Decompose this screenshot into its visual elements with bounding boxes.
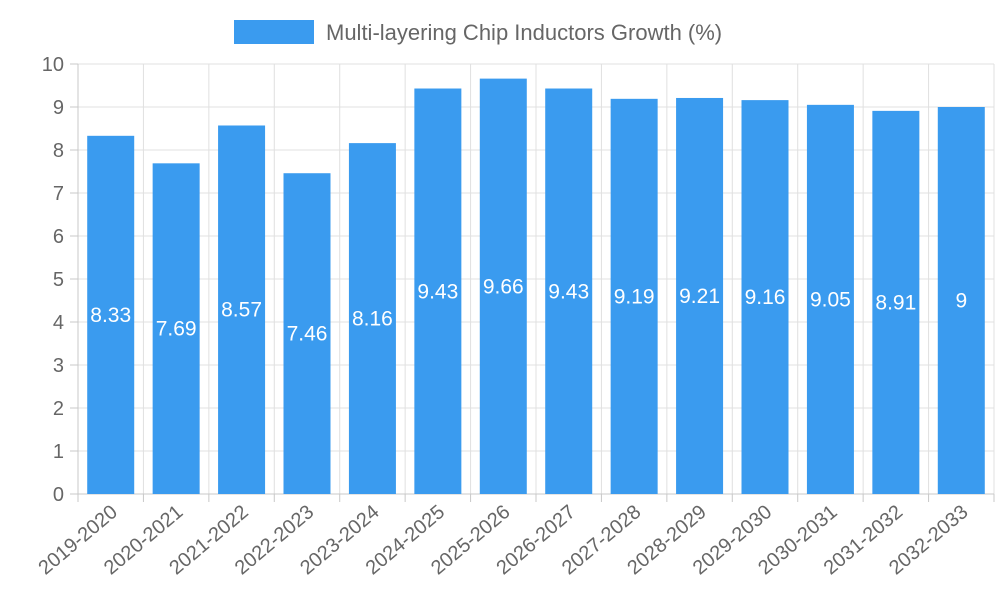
data-label: 8.91 bbox=[875, 291, 916, 314]
data-labels: 8.33 7.69 8.57 7.46 8.16 9.43 9.66 9.43 9.19 9.21… bbox=[90, 275, 967, 345]
y-tick-label: 3 bbox=[53, 355, 64, 377]
bar bbox=[872, 110, 920, 495]
bar bbox=[218, 125, 266, 495]
data-label: 9.05 bbox=[810, 288, 851, 311]
bar bbox=[610, 98, 658, 494]
y-tick-label: 6 bbox=[53, 226, 64, 248]
legend-swatch bbox=[234, 20, 314, 44]
bar bbox=[283, 173, 331, 494]
data-label: 9.16 bbox=[745, 286, 786, 309]
data-label: 9.21 bbox=[679, 285, 720, 308]
y-tick-label: 5 bbox=[53, 269, 64, 291]
bar bbox=[348, 143, 396, 494]
data-label: 9.43 bbox=[417, 280, 458, 303]
data-label: 7.46 bbox=[287, 323, 328, 346]
data-label: 9 bbox=[955, 290, 967, 313]
y-axis-ticks: 0 1 2 3 4 5 6 7 8 9 10 bbox=[42, 54, 78, 506]
bar bbox=[152, 163, 200, 494]
legend-label: Multi-layering Chip Inductors Growth (%) bbox=[326, 20, 722, 45]
data-label: 8.57 bbox=[221, 299, 262, 322]
y-tick-label: 7 bbox=[53, 183, 64, 205]
bar bbox=[806, 104, 854, 494]
bar bbox=[676, 97, 724, 494]
bar bbox=[741, 100, 789, 495]
data-label: 8.33 bbox=[90, 304, 131, 327]
y-tick-label: 1 bbox=[53, 441, 64, 463]
y-tick-label: 8 bbox=[53, 140, 64, 162]
bar bbox=[87, 135, 135, 494]
bar bbox=[414, 88, 462, 494]
data-label: 9.66 bbox=[483, 275, 524, 298]
bar bbox=[479, 78, 527, 495]
y-tick-label: 2 bbox=[53, 398, 64, 420]
x-axis-ticks: 2019-20202020-20212021-20222022-20232023… bbox=[35, 494, 995, 579]
data-label: 9.43 bbox=[548, 280, 589, 303]
bars bbox=[87, 78, 985, 495]
gridlines bbox=[77, 63, 995, 495]
y-tick-label: 4 bbox=[53, 312, 64, 334]
y-tick-label: 10 bbox=[42, 54, 64, 76]
y-tick-label: 0 bbox=[53, 484, 64, 506]
data-label: 9.19 bbox=[614, 285, 655, 308]
y-tick-label: 9 bbox=[53, 97, 64, 119]
legend[interactable]: Multi-layering Chip Inductors Growth (%) bbox=[234, 20, 722, 45]
bar bbox=[545, 88, 593, 494]
data-label: 8.16 bbox=[352, 308, 393, 331]
bar bbox=[937, 107, 985, 494]
data-label: 7.69 bbox=[156, 318, 197, 341]
